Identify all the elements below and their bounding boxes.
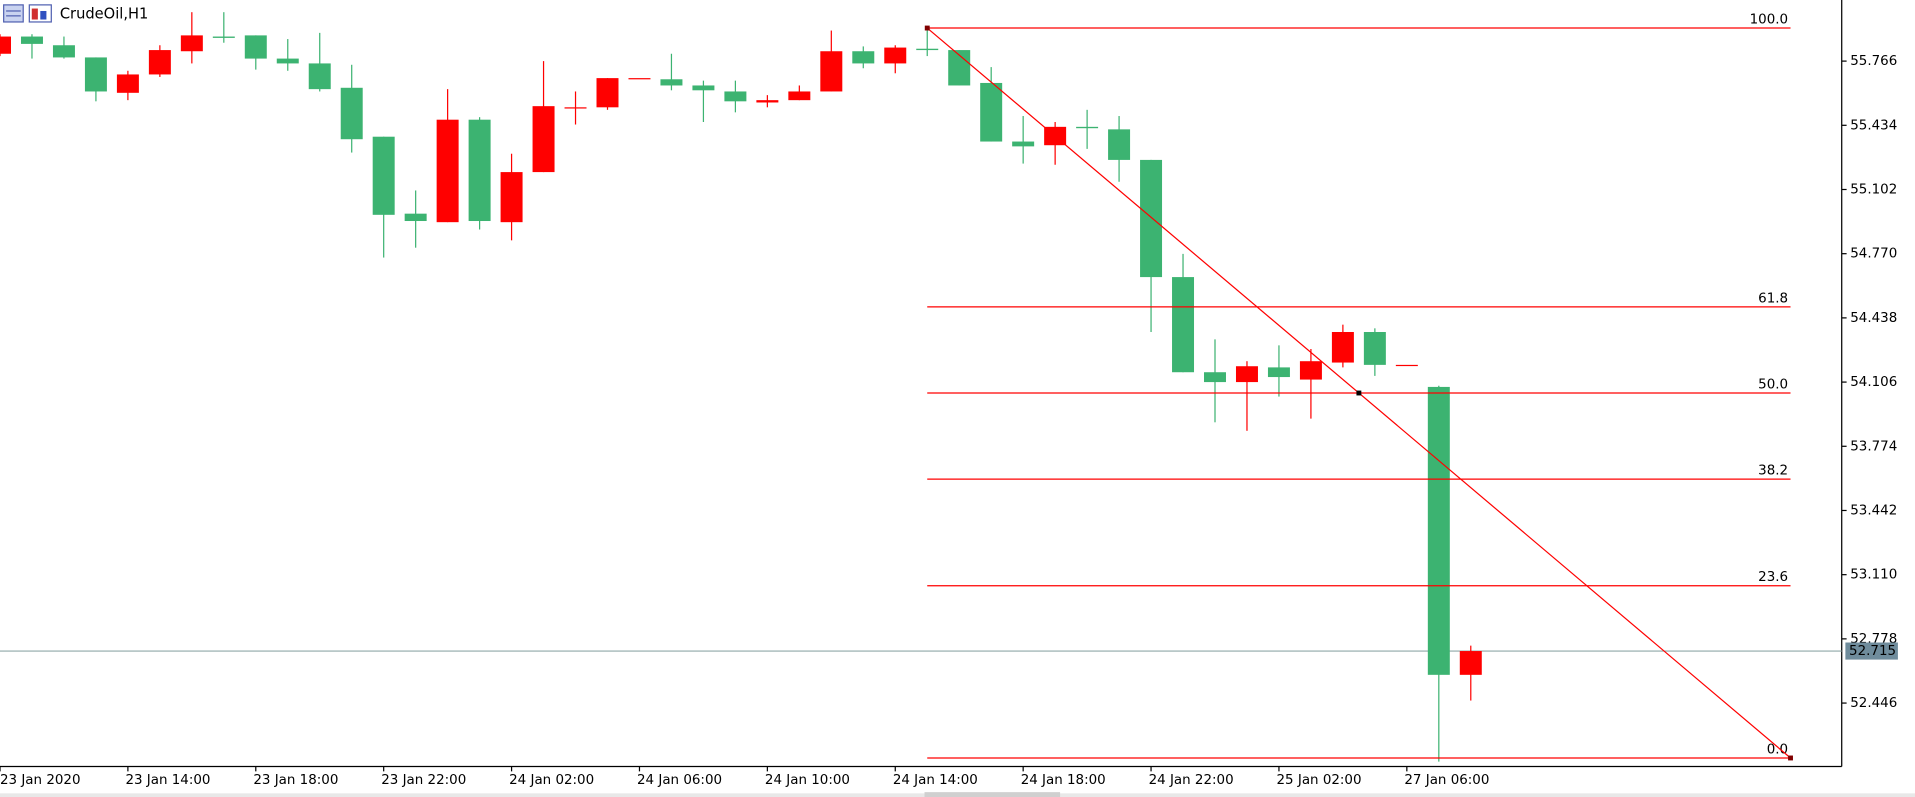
- fib-level-label: 61.8: [1758, 291, 1788, 306]
- candle-body: [1108, 129, 1131, 160]
- candle-body: [212, 36, 235, 38]
- last-price-label: 52.715: [1849, 644, 1896, 659]
- candle-body: [532, 106, 555, 173]
- fib-level-label: 23.6: [1758, 570, 1788, 585]
- candle-body: [0, 36, 11, 54]
- x-tick-label: 23 Jan 22:00: [381, 773, 466, 788]
- candle-body: [308, 63, 331, 90]
- candle-body: [1299, 361, 1322, 380]
- candle-body: [468, 119, 491, 222]
- x-tick-label: 23 Jan 2020: [0, 773, 80, 788]
- fib-level-label: 100.0: [1750, 12, 1788, 27]
- x-tick-label: 24 Jan 06:00: [637, 773, 722, 788]
- candle-body: [1076, 126, 1099, 129]
- y-tick-label: 54.770: [1850, 247, 1897, 262]
- symbol-label: CrudeOil,H1: [60, 6, 148, 23]
- candle-body: [1331, 332, 1354, 363]
- y-tick-label: 55.766: [1850, 54, 1897, 69]
- y-tick-label: 54.106: [1850, 375, 1897, 390]
- x-tick-label: 24 Jan 02:00: [509, 773, 594, 788]
- fib-anchor: [1788, 755, 1793, 761]
- x-tick-label: 24 Jan 14:00: [893, 773, 978, 788]
- candle-body: [148, 50, 171, 75]
- y-tick-label: 52.446: [1850, 696, 1897, 711]
- fib-anchor: [924, 25, 930, 31]
- candle-body: [980, 82, 1003, 142]
- candle-body: [404, 213, 427, 222]
- toolbar-icons: [3, 4, 52, 23]
- candle-body: [340, 87, 363, 140]
- candle-body: [1204, 372, 1226, 383]
- fib-midpoint: [1356, 390, 1362, 396]
- candle-body: [596, 78, 619, 108]
- x-tick-label: 27 Jan 06:00: [1404, 773, 1489, 788]
- candle-body: [1235, 366, 1258, 383]
- candle-body: [788, 91, 811, 101]
- candle-body: [20, 36, 43, 44]
- candles: [0, 12, 1482, 762]
- candle-body: [1363, 332, 1386, 365]
- fib-level-label: 38.2: [1758, 464, 1788, 479]
- candle-body: [180, 35, 203, 52]
- icon-window[interactable]: [3, 4, 24, 23]
- candle-body: [916, 48, 939, 51]
- y-tick-label: 53.442: [1850, 503, 1897, 518]
- fib-level-label: 0.0: [1767, 742, 1788, 757]
- candle-body: [84, 57, 107, 92]
- candle-body: [852, 51, 875, 64]
- candle-body: [692, 85, 715, 91]
- x-tick-label: 24 Jan 10:00: [765, 773, 850, 788]
- candle-body: [564, 107, 587, 109]
- candle-body: [1140, 159, 1163, 278]
- candle-body: [372, 136, 395, 215]
- candle-body: [52, 45, 75, 58]
- y-tick-label: 53.774: [1850, 439, 1897, 454]
- y-tick-label: 54.438: [1850, 311, 1897, 326]
- candle-body: [276, 58, 299, 64]
- y-tick-label: 53.110: [1850, 568, 1897, 583]
- candle-body: [628, 78, 651, 80]
- candle-body: [1012, 141, 1035, 147]
- y-tick-label: 55.102: [1850, 182, 1897, 197]
- candle-body: [1395, 364, 1418, 367]
- candle-body: [820, 51, 843, 92]
- candle-body: [1427, 386, 1450, 675]
- scroll-indicator[interactable]: [924, 792, 1061, 797]
- last-price-box: [1845, 642, 1898, 660]
- candle-body: [116, 74, 139, 93]
- candle-body: [244, 35, 267, 59]
- candle-body: [884, 47, 907, 64]
- candle-body: [500, 172, 523, 223]
- candle-body: [436, 119, 459, 223]
- candle-body: [1459, 651, 1482, 675]
- candle-body: [756, 100, 779, 103]
- y-tick-label: 55.434: [1850, 118, 1897, 133]
- x-tick-label: 24 Jan 18:00: [1021, 773, 1106, 788]
- x-tick-label: 24 Jan 22:00: [1149, 773, 1234, 788]
- icon-bar: [31, 8, 38, 20]
- candle-body: [724, 91, 747, 102]
- icon-bar: [40, 10, 47, 20]
- x-tick-label: 23 Jan 14:00: [125, 773, 210, 788]
- fib-level-label: 50.0: [1758, 377, 1788, 392]
- candle-body: [1172, 277, 1195, 373]
- candle-body: [660, 79, 683, 86]
- x-tick-label: 25 Jan 02:00: [1277, 773, 1362, 788]
- x-tick-label: 23 Jan 18:00: [253, 773, 338, 788]
- candle-body: [1267, 367, 1290, 378]
